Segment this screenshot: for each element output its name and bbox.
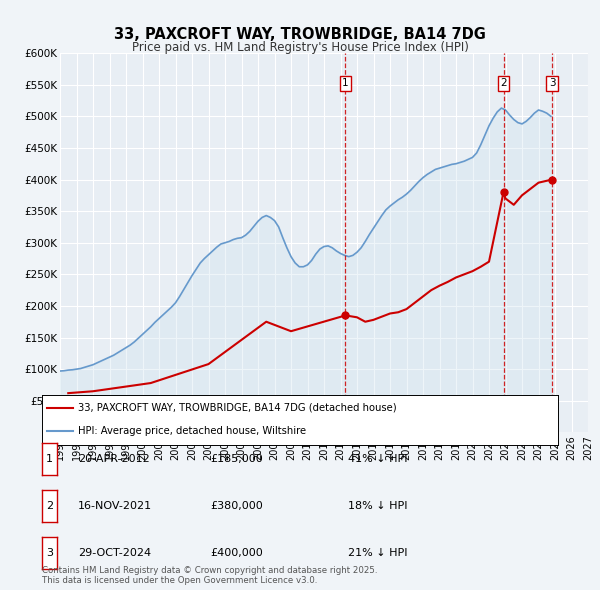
Text: £400,000: £400,000 (210, 549, 263, 558)
Text: 33, PAXCROFT WAY, TROWBRIDGE, BA14 7DG: 33, PAXCROFT WAY, TROWBRIDGE, BA14 7DG (114, 27, 486, 41)
Text: HPI: Average price, detached house, Wiltshire: HPI: Average price, detached house, Wilt… (78, 427, 306, 437)
Text: £380,000: £380,000 (210, 502, 263, 511)
Text: 21% ↓ HPI: 21% ↓ HPI (348, 549, 407, 558)
Text: 18% ↓ HPI: 18% ↓ HPI (348, 502, 407, 511)
Text: £185,000: £185,000 (210, 454, 263, 464)
Text: 41% ↓ HPI: 41% ↓ HPI (348, 454, 407, 464)
Text: Price paid vs. HM Land Registry's House Price Index (HPI): Price paid vs. HM Land Registry's House … (131, 41, 469, 54)
Text: 16-NOV-2021: 16-NOV-2021 (78, 502, 152, 511)
Text: 3: 3 (549, 78, 556, 88)
Text: 33, PAXCROFT WAY, TROWBRIDGE, BA14 7DG (detached house): 33, PAXCROFT WAY, TROWBRIDGE, BA14 7DG (… (78, 403, 397, 413)
Text: 2: 2 (46, 501, 53, 511)
Text: Contains HM Land Registry data © Crown copyright and database right 2025.
This d: Contains HM Land Registry data © Crown c… (42, 566, 377, 585)
Text: 2: 2 (500, 78, 507, 88)
Text: 1: 1 (342, 78, 349, 88)
Text: 3: 3 (46, 548, 53, 558)
Text: 29-OCT-2024: 29-OCT-2024 (78, 549, 151, 558)
Text: 1: 1 (46, 454, 53, 464)
Text: 20-APR-2012: 20-APR-2012 (78, 454, 150, 464)
